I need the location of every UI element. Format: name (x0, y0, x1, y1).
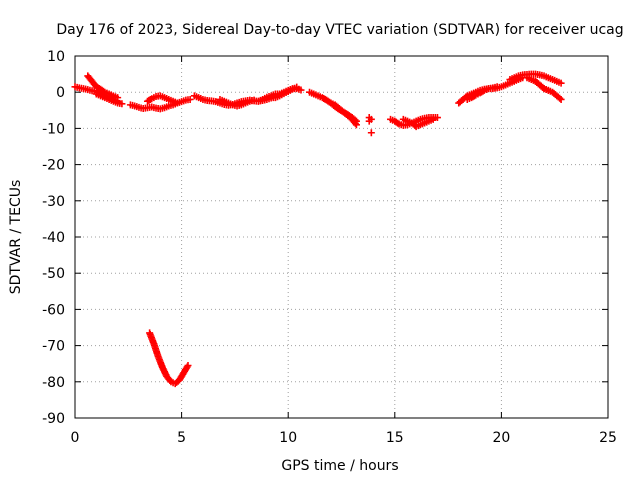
series-arc-o (399, 115, 437, 131)
x-tick-label: 20 (492, 430, 510, 446)
y-tick-label: -10 (42, 121, 65, 137)
data-point (557, 79, 565, 87)
grid (75, 56, 608, 418)
data-point (433, 114, 441, 122)
series-arc-q (463, 83, 501, 103)
series-arc-m (365, 114, 375, 137)
data-point (184, 362, 192, 370)
series-arc-d (126, 95, 194, 113)
data-point (394, 119, 402, 127)
series-arc-h (216, 95, 258, 110)
x-tick-label: 25 (599, 430, 617, 446)
y-tick-label: -40 (42, 230, 65, 246)
data-point (173, 99, 181, 107)
series-arc-l (327, 99, 360, 129)
y-tick-label: -20 (42, 158, 65, 174)
data-point (351, 119, 359, 127)
data-point (479, 87, 487, 95)
data-point (183, 363, 191, 371)
y-tick-label: -50 (42, 266, 65, 282)
x-axis-label: GPS time / hours (281, 458, 398, 474)
data-point (557, 95, 565, 103)
x-tick-label: 10 (279, 430, 297, 446)
data-series (71, 70, 565, 388)
data-point (556, 94, 564, 102)
series-arc-e (143, 92, 181, 107)
data-point (352, 121, 360, 129)
x-tick-label: 0 (71, 430, 80, 446)
data-point (429, 115, 437, 123)
data-point (146, 96, 154, 104)
x-tick-label: 15 (386, 430, 404, 446)
chart-title: Day 176 of 2023, Sidereal Day-to-day VTE… (56, 22, 623, 38)
data-point (293, 83, 301, 91)
x-tick-label: 5 (177, 430, 186, 446)
data-point (367, 115, 375, 123)
series-arc-j (271, 83, 301, 102)
series-arc-c (92, 90, 126, 108)
series-arc-t (532, 77, 552, 94)
y-tick-label: -80 (42, 375, 65, 391)
ticks: 0 5 10 15 20 25 10 0 -10 -20 -30 -40 -50 -60 -70 -80 -90 (42, 49, 617, 446)
data-point (493, 83, 501, 91)
y-tick-label: -30 (42, 194, 65, 210)
series-arc-f (146, 329, 192, 388)
y-tick-label: -70 (42, 339, 65, 355)
y-tick-label: -90 (42, 411, 65, 427)
data-point (470, 92, 478, 100)
y-tick-label: -60 (42, 302, 65, 318)
data-point (367, 129, 375, 137)
y-tick-label: 0 (56, 85, 65, 101)
data-point (186, 95, 194, 103)
data-point (539, 83, 547, 91)
y-axis-label: SDTVAR / TECUs (8, 180, 24, 295)
data-point (250, 96, 258, 104)
data-point (544, 86, 552, 94)
series-arc-b (84, 72, 122, 102)
y-tick-label: 10 (47, 49, 65, 65)
data-point (118, 100, 126, 108)
data-point (297, 86, 305, 94)
